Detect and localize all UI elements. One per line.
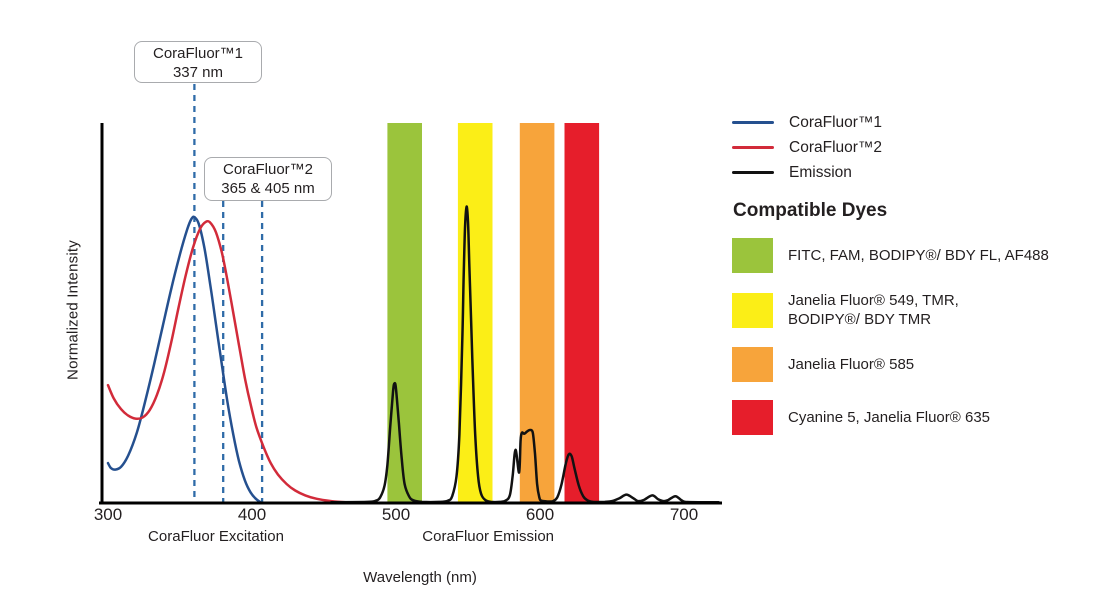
legend-label: CoraFluor™2 <box>789 138 883 156</box>
excitation-region-label: CoraFluor Excitation <box>148 528 284 545</box>
curve-corafluor1-excitation <box>106 215 262 504</box>
legend-label: Emission <box>789 163 852 181</box>
x-tick-700: 700 <box>669 505 699 524</box>
callout-corafluor2-wavelength: 365 & 405 nm <box>221 180 315 197</box>
callout-corafluor2: CoraFluor™2 365 & 405 nm <box>204 157 332 201</box>
x-tick-300: 300 <box>93 505 123 524</box>
legend-label: CoraFluor™1 <box>789 113 883 131</box>
x-tick-400: 400 <box>237 505 267 524</box>
dye-label: Janelia Fluor® 585 <box>788 356 915 373</box>
y-axis-title: Normalized Intensity <box>64 240 82 380</box>
dye-item-0: FITC, FAM, BODIPY®/ BDY FL, AF488 <box>732 238 1049 273</box>
legend-item-0: CoraFluor™1 <box>732 110 882 135</box>
dye-label: FITC, FAM, BODIPY®/ BDY FL, AF488 <box>788 247 1049 264</box>
dye-item-3: Cyanine 5, Janelia Fluor® 635 <box>732 400 1049 435</box>
callout-corafluor1-wavelength: 337 nm <box>172 64 224 81</box>
curve-emission <box>329 205 720 504</box>
x-tick-500: 500 <box>381 505 411 524</box>
legend-line-swatch <box>732 121 774 124</box>
dye-item-1: Janelia Fluor® 549, TMR, BODIPY®/ BDY TM… <box>732 291 1049 329</box>
legend-item-1: CoraFluor™2 <box>732 135 882 160</box>
legend-item-2: Emission <box>732 160 882 185</box>
x-axis-title: Wavelength (nm) <box>363 569 477 586</box>
dye-item-2: Janelia Fluor® 585 <box>732 347 1049 382</box>
callout-corafluor1-name: CoraFluor™1 <box>152 45 244 62</box>
filter-band-0 <box>387 123 422 503</box>
dye-label: Janelia Fluor® 549, TMR, BODIPY®/ BDY TM… <box>788 292 959 328</box>
emission-region-label: CoraFluor Emission <box>422 528 555 545</box>
callout-corafluor2-name: CoraFluor™2 <box>222 161 314 178</box>
x-tick-600: 600 <box>525 505 555 524</box>
dye-color-swatch <box>732 292 773 328</box>
dye-color-swatch <box>732 238 773 273</box>
curve-corafluor2-excitation <box>106 219 347 504</box>
legend-line-swatch <box>732 146 774 149</box>
dye-color-swatch <box>732 400 773 435</box>
legend-line-swatch <box>732 171 774 174</box>
filter-band-3 <box>564 123 600 503</box>
legend: CoraFluor™1 CoraFluor™2 Emission <box>732 110 882 185</box>
compatible-dyes-list: FITC, FAM, BODIPY®/ BDY FL, AF488 Janelia… <box>732 238 1049 453</box>
dye-label: Cyanine 5, Janelia Fluor® 635 <box>788 409 991 426</box>
compatible-dyes-heading: Compatible Dyes <box>733 200 888 221</box>
dye-color-swatch <box>732 347 773 382</box>
callout-corafluor1: CoraFluor™1 337 nm <box>134 41 262 83</box>
filter-band-2 <box>519 123 555 503</box>
